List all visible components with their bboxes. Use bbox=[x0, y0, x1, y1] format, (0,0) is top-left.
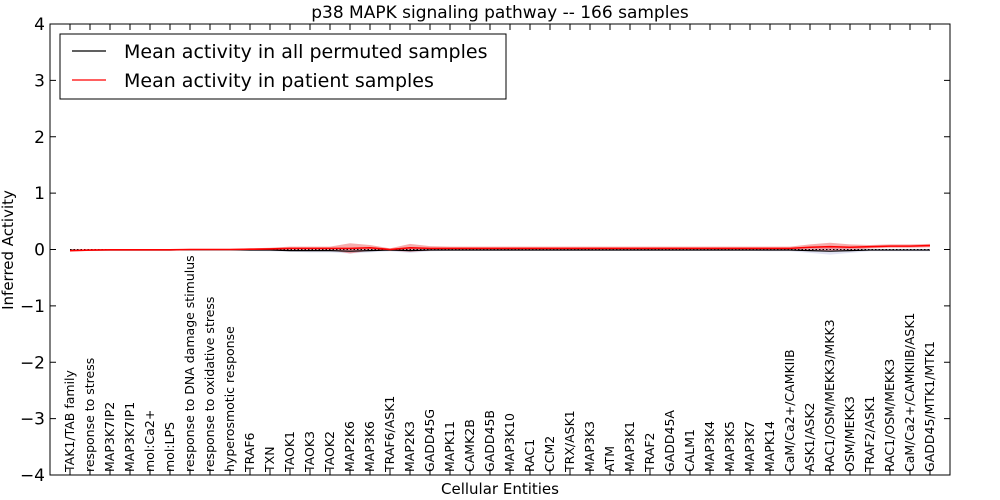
x-tick-label: GADD45A bbox=[662, 410, 677, 472]
y-tick-label: 0 bbox=[34, 241, 45, 261]
x-tick-label: ATM bbox=[602, 446, 617, 472]
x-tick-label: TRAF2 bbox=[642, 432, 657, 473]
x-tick-label: MAP2K6 bbox=[342, 421, 357, 472]
y-axis-ticks: 4 3 2 1 0 −1 −2 −3 −4 bbox=[20, 15, 950, 486]
x-tick-label: GADD45/MTK1/MTK1 bbox=[922, 341, 937, 472]
x-tick-label: TAOK2 bbox=[322, 431, 337, 473]
x-tick-label: response to stress bbox=[82, 358, 97, 472]
x-tick-label: ASK1/ASK2 bbox=[802, 403, 817, 472]
x-tick-label: TRAF2/ASK1 bbox=[862, 396, 877, 473]
x-axis-label: Cellular Entities bbox=[441, 480, 559, 498]
x-tick-label: RAC1/OSM/MEKK3/MKK3 bbox=[822, 319, 837, 472]
x-tick-label: MAP3K6 bbox=[362, 421, 377, 472]
plot-frame bbox=[49, 23, 951, 476]
x-tick-label: CaM/Ca2+/CAMKIIB/ASK1 bbox=[902, 313, 917, 472]
x-tick-label: response to oxidative stress bbox=[202, 297, 217, 472]
x-axis-ticks: TAK1/TAB family response to stress MAP3K7I… bbox=[62, 24, 937, 475]
x-tick-label: RAC1 bbox=[522, 439, 537, 472]
x-tick-label: CALM1 bbox=[682, 429, 697, 472]
legend-label-permuted: Mean activity in all permuted samples bbox=[124, 41, 487, 63]
legend: Mean activity in all permuted samples Me… bbox=[59, 33, 507, 100]
x-tick-label: GADD45B bbox=[482, 410, 497, 472]
x-tick-label: TAOK1 bbox=[282, 431, 297, 473]
legend-label-patient: Mean activity in patient samples bbox=[124, 70, 434, 92]
x-tick-label: RAC1/OSM/MEKK3 bbox=[882, 359, 897, 472]
x-tick-label: TRAF6 bbox=[242, 432, 257, 473]
x-tick-label: GADD45G bbox=[422, 409, 437, 472]
y-tick-label: 2 bbox=[34, 128, 45, 148]
x-tick-label: TXN bbox=[262, 446, 277, 473]
y-tick-label: −3 bbox=[20, 410, 45, 430]
y-tick-label: 4 bbox=[34, 15, 45, 35]
legend-box bbox=[59, 33, 507, 100]
x-tick-label: TRAF6/ASK1 bbox=[382, 396, 397, 473]
x-tick-label: MAP3K4 bbox=[702, 421, 717, 472]
x-tick-label: MAP3K3 bbox=[582, 421, 597, 472]
series-lines bbox=[69, 244, 931, 252]
x-tick-label: mol:Ca2+ bbox=[142, 410, 157, 472]
x-tick-label: CaM/Ca2+/CAMKIIB bbox=[782, 349, 797, 472]
x-tick-label: MAP2K3 bbox=[402, 421, 417, 472]
x-tick-label: TAK1/TAB family bbox=[62, 369, 77, 473]
x-tick-label: response to DNA damage stimulus bbox=[182, 255, 197, 472]
x-tick-label: MAP3K7IP1 bbox=[122, 402, 137, 472]
x-tick-label: mol:LPS bbox=[162, 422, 177, 472]
y-axis-label: Inferred Activity bbox=[0, 190, 17, 310]
x-tick-label: MAPK14 bbox=[762, 421, 777, 472]
y-tick-label: −1 bbox=[20, 297, 45, 317]
x-tick-label: hyperosmotic response bbox=[222, 326, 237, 472]
x-tick-label: TRX/ASK1 bbox=[562, 410, 577, 473]
x-tick-label: OSM/MEKK3 bbox=[842, 396, 857, 472]
series-line-patient bbox=[69, 244, 931, 252]
x-tick-label: MAP3K5 bbox=[722, 421, 737, 472]
x-tick-label: CCM2 bbox=[542, 436, 557, 472]
y-tick-label: −4 bbox=[20, 466, 45, 486]
chart-title: p38 MAPK signaling pathway -- 166 sample… bbox=[311, 3, 689, 23]
x-tick-label: MAP3K7 bbox=[742, 421, 757, 472]
y-tick-label: 3 bbox=[34, 71, 45, 91]
x-tick-label: MAP3K1 bbox=[622, 421, 637, 472]
x-tick-label: MAP3K10 bbox=[502, 413, 517, 472]
y-tick-label: 1 bbox=[34, 184, 45, 204]
y-tick-label: −2 bbox=[20, 353, 45, 373]
x-tick-label: TAOK3 bbox=[302, 431, 317, 473]
x-tick-label: MAP3K7IP2 bbox=[102, 402, 117, 472]
x-tick-label: MAPK11 bbox=[442, 421, 457, 472]
x-tick-label: CAMK2B bbox=[462, 419, 477, 472]
